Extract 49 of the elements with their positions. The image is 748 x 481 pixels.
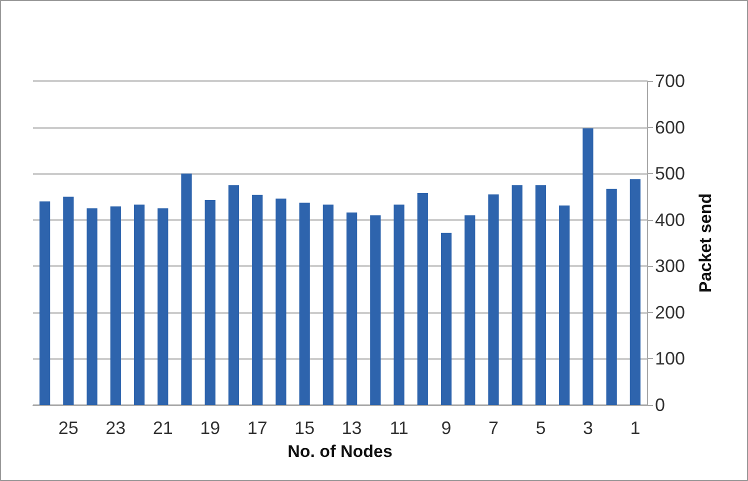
x-tick-label: 9 <box>441 418 452 438</box>
bar <box>394 204 404 405</box>
x-tick-label: 19 <box>200 418 220 438</box>
bar <box>322 204 334 405</box>
y-tick-label: 400 <box>655 210 686 230</box>
y-tick-label: 700 <box>655 71 686 91</box>
y-tick-label: 200 <box>655 302 686 322</box>
bar <box>63 196 74 405</box>
bar <box>559 206 570 405</box>
y-tick-label: 600 <box>655 117 686 138</box>
bar <box>204 200 216 405</box>
bar <box>630 179 641 405</box>
x-tick-label: 25 <box>58 418 78 438</box>
bar <box>606 188 617 405</box>
bar <box>440 232 452 405</box>
x-tick-label: 1 <box>630 418 640 438</box>
bar <box>252 194 263 405</box>
bar <box>299 202 310 405</box>
x-tick-label: 17 <box>247 418 268 438</box>
x-axis-title: No. of Nodes <box>288 442 392 461</box>
bar <box>276 198 286 405</box>
bar <box>181 174 192 405</box>
bar <box>228 185 240 405</box>
bar <box>39 201 50 405</box>
bar <box>582 128 594 405</box>
bar <box>158 208 168 405</box>
y-axis-title: Packet send <box>696 193 715 293</box>
y-tick-label: 500 <box>655 164 686 184</box>
bar <box>535 185 546 405</box>
bar <box>370 215 381 405</box>
bar <box>86 208 98 405</box>
y-tick-label: 300 <box>655 256 686 276</box>
y-tick-label: 100 <box>655 348 686 369</box>
bar <box>488 194 499 405</box>
x-tick-label: 23 <box>106 418 126 438</box>
x-tick-label: 15 <box>294 418 315 438</box>
y-tick-label: 0 <box>655 395 666 415</box>
bar <box>512 185 522 405</box>
x-tick-label: 11 <box>390 418 408 438</box>
x-tick-label: 13 <box>342 418 362 438</box>
x-tick-label: 7 <box>488 418 499 438</box>
bar <box>464 215 476 405</box>
bar <box>346 212 358 405</box>
bar <box>417 193 428 405</box>
x-tick-label: 21 <box>152 418 173 438</box>
bar <box>134 204 145 405</box>
bar <box>110 206 121 405</box>
x-tick-label: 5 <box>536 418 546 438</box>
x-tick-label: 3 <box>582 418 593 438</box>
